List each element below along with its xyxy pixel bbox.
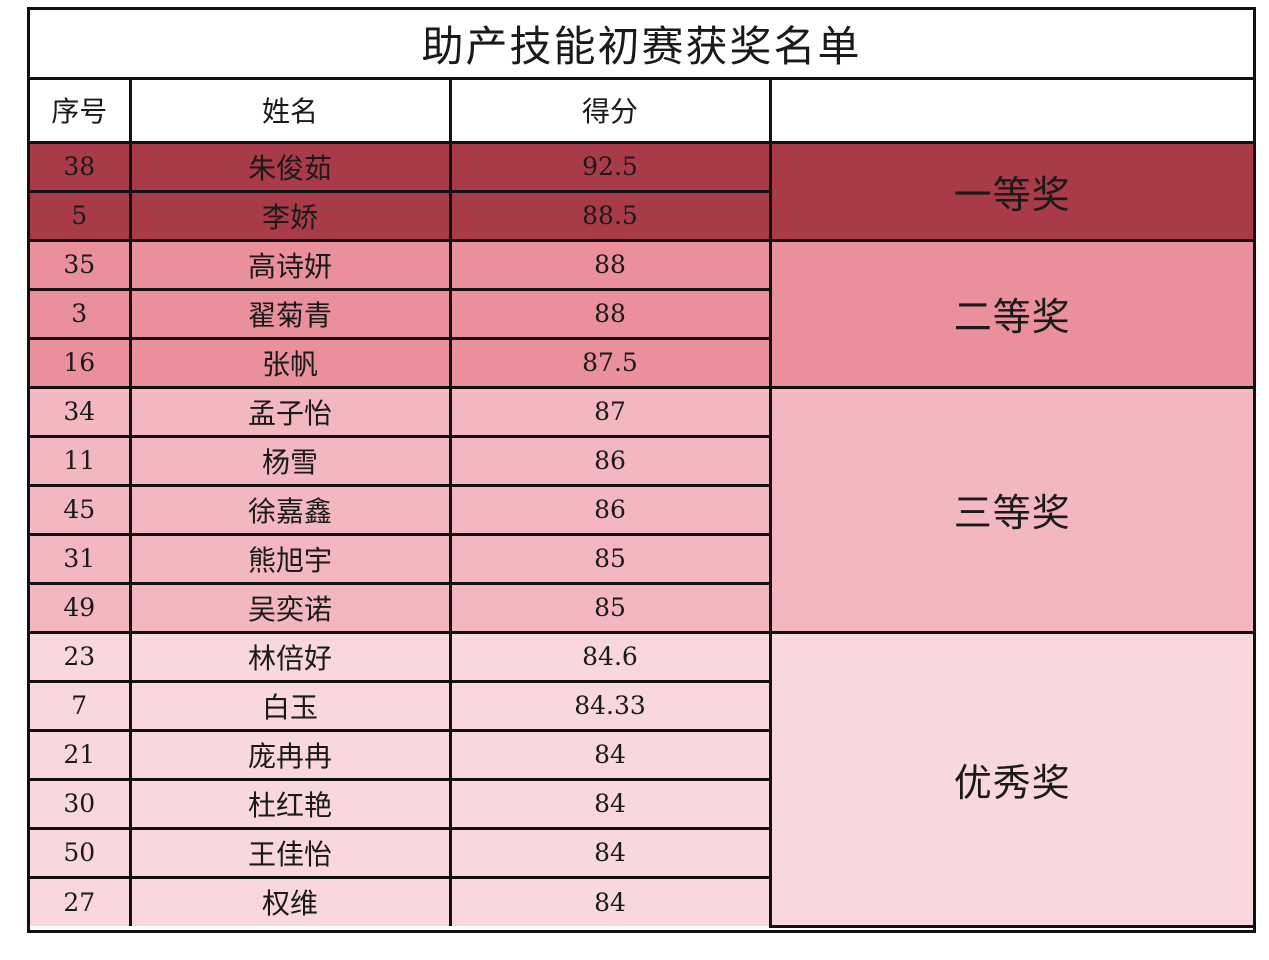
row-index: 50: [30, 826, 132, 879]
row-score: 87: [448, 385, 772, 438]
header-score: 得分: [448, 80, 772, 144]
row-name: 白玉: [128, 679, 452, 732]
row-name: 杜红艳: [128, 777, 452, 830]
table-row: 23 林倍好 84.6 优秀奖: [30, 630, 1253, 928]
row-name: 孟子怡: [128, 385, 452, 438]
row-score: 84: [448, 826, 770, 879]
table-row: 50 王佳怡 84: [30, 826, 1253, 879]
prize-label: 一等奖: [768, 142, 1253, 242]
row-name: 翟菊青: [128, 287, 452, 340]
row-name: 权维: [128, 875, 452, 926]
row-name: 杨雪: [128, 434, 452, 487]
row-score: 85: [448, 581, 770, 634]
table-row: 16 张帆 87.5: [30, 336, 1253, 389]
row-score: 92.5: [448, 142, 772, 193]
page-title: 助产技能初赛获奖名单: [30, 10, 1253, 80]
row-index: 31: [30, 532, 132, 585]
table-row: 5 李娇 88.5: [30, 189, 1253, 242]
prize-label: 二等奖: [768, 238, 1253, 389]
row-score: 84: [448, 875, 770, 926]
row-score: 84.6: [448, 630, 772, 683]
table-row: 34 孟子怡 87 三等奖: [30, 385, 1253, 634]
table-row: 21 庞冉冉 84: [30, 728, 1253, 781]
row-score: 84.33: [448, 679, 770, 732]
table-row: 30 杜红艳 84: [30, 777, 1253, 830]
row-name: 张帆: [128, 336, 452, 389]
row-index: 30: [30, 777, 132, 830]
row-index: 35: [30, 238, 132, 291]
table-row: 45 徐嘉鑫 86: [30, 483, 1253, 536]
row-name: 吴奕诺: [128, 581, 452, 634]
table-row: 31 熊旭宇 85: [30, 532, 1253, 585]
row-index: 16: [30, 336, 132, 389]
row-name: 庞冉冉: [128, 728, 452, 781]
row-index: 23: [30, 630, 132, 683]
row-index: 3: [30, 287, 132, 340]
row-index: 45: [30, 483, 132, 536]
row-index: 49: [30, 581, 132, 634]
table-row: 38 朱俊茹 92.5 一等奖: [30, 142, 1253, 242]
row-score: 86: [448, 483, 770, 536]
table-row: 7 白玉 84.33: [30, 679, 1253, 732]
row-index: 27: [30, 875, 132, 926]
row-score: 85: [448, 532, 770, 585]
award-table: 序号 姓名 得分 38 朱俊茹 92.5 一等奖 5 李娇 88.5 35 高诗妍 88 二等奖 3 翟…: [30, 80, 1253, 928]
row-name: 朱俊茹: [128, 142, 452, 193]
row-name: 林倍好: [128, 630, 452, 683]
row-score: 88.5: [448, 189, 770, 242]
row-score: 84: [448, 728, 770, 781]
row-score: 84: [448, 777, 770, 830]
row-score: 86: [448, 434, 770, 487]
header-row: 序号 姓名 得分: [30, 80, 1253, 144]
award-list-sheet: 助产技能初赛获奖名单 序号 姓名 得分 38 朱俊茹 92.5 一等奖 5 李娇 88.5 3…: [27, 7, 1256, 933]
header-name: 姓名: [128, 80, 452, 144]
row-index: 38: [30, 142, 132, 193]
table-row: 11 杨雪 86: [30, 434, 1253, 487]
row-index: 7: [30, 679, 132, 732]
row-name: 高诗妍: [128, 238, 452, 291]
row-score: 87.5: [448, 336, 770, 389]
header-index: 序号: [30, 80, 132, 144]
row-index: 21: [30, 728, 132, 781]
row-score: 88: [448, 238, 772, 291]
row-score: 88: [448, 287, 770, 340]
row-index: 5: [30, 189, 132, 242]
header-prize: [768, 80, 1253, 144]
table-row: 35 高诗妍 88 二等奖: [30, 238, 1253, 389]
row-name: 徐嘉鑫: [128, 483, 452, 536]
prize-label: 三等奖: [768, 385, 1253, 634]
table-row: 27 权维 84: [30, 875, 1253, 926]
row-name: 王佳怡: [128, 826, 452, 879]
row-name: 李娇: [128, 189, 452, 242]
prize-label: 优秀奖: [768, 630, 1253, 928]
row-name: 熊旭宇: [128, 532, 452, 585]
table-body: 38 朱俊茹 92.5 一等奖 5 李娇 88.5 35 高诗妍 88 二等奖 3 翟菊青 88 16 张帆 8…: [30, 142, 1253, 928]
row-index: 34: [30, 385, 132, 438]
table-row: 49 吴奕诺 85: [30, 581, 1253, 634]
table-row: 3 翟菊青 88: [30, 287, 1253, 340]
row-index: 11: [30, 434, 132, 487]
